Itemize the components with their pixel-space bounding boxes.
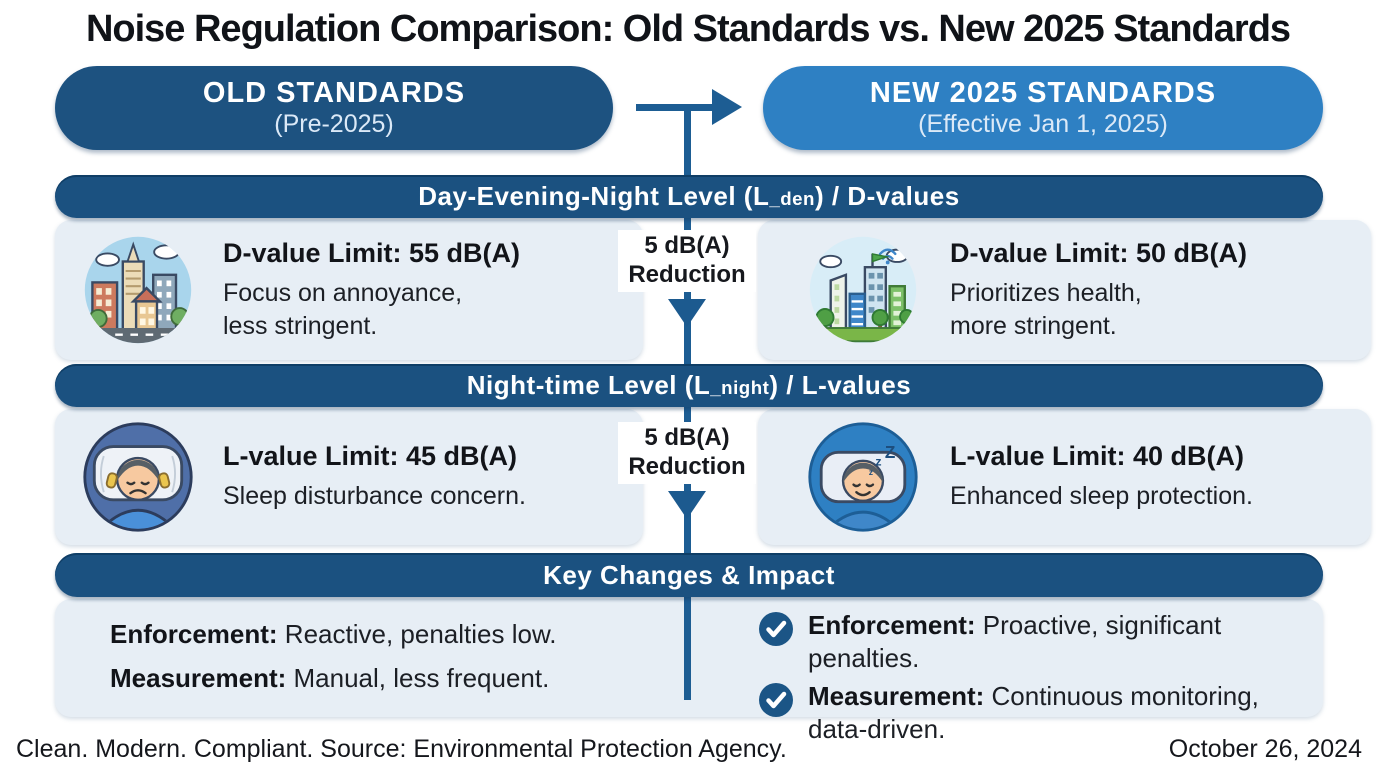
sleeping-person-zzz-icon: z z Z [808, 422, 918, 532]
footer-source: Clean. Modern. Compliant. Source: Enviro… [16, 735, 787, 763]
svg-text:z: z [869, 467, 873, 477]
key-changes-old-column: Enforcement: Reactive, penalties low. Me… [110, 619, 557, 694]
night-old-card: L-value Limit: 45 dB(A) Sleep disturbanc… [55, 409, 643, 545]
old-city-icon [84, 236, 192, 344]
svg-text:z: z [875, 455, 881, 469]
new-enforcement-line: Enforcement: Proactive, significant pena… [808, 610, 1222, 673]
night-old-limit: L-value Limit: 45 dB(A) [223, 441, 518, 471]
section-band-changes-title: Key Changes & Impact [543, 559, 835, 590]
new-standards-pill: NEW 2025 STANDARDS (Effective Jan 1, 202… [763, 66, 1323, 150]
section-band-den: Day-Evening-Night Level (L_den) / D-valu… [55, 175, 1323, 218]
svg-text:Z: Z [885, 443, 895, 462]
new-measurement-line: Measurement: Continuous monitoring, data… [808, 681, 1259, 744]
flow-arrow-shaft [636, 104, 716, 111]
night-new-card: z z Z L-value Limit: 40 dB(A) Enhanced s… [758, 409, 1371, 545]
night-new-text: L-value Limit: 40 dB(A) Enhanced sleep p… [950, 441, 1253, 513]
den-new-text: D-value Limit: 50 dB(A) Prioritizes heal… [950, 238, 1247, 343]
new-enforcement-item: Enforcement: Proactive, significant pena… [758, 609, 1308, 674]
footer-date: October 26, 2024 [1168, 735, 1362, 763]
old-standards-title: OLD STANDARDS [202, 76, 466, 109]
den-new-card: D-value Limit: 50 dB(A) Prioritizes heal… [758, 220, 1371, 360]
den-old-text: D-value Limit: 55 dB(A) Focus on annoyan… [223, 238, 520, 343]
check-icon [759, 612, 793, 646]
sleeping-person-earplugs-icon [83, 422, 193, 532]
den-new-desc: Prioritizes health, more stringent. [950, 278, 1142, 340]
den-old-card: D-value Limit: 55 dB(A) Focus on annoyan… [55, 220, 643, 360]
den-reduction-word: Reduction [628, 260, 746, 288]
section-band-changes: Key Changes & Impact [55, 553, 1323, 597]
night-new-limit: L-value Limit: 40 dB(A) [950, 441, 1245, 471]
new-standards-title: NEW 2025 STANDARDS [869, 76, 1217, 109]
den-old-limit: D-value Limit: 55 dB(A) [223, 237, 521, 268]
section-band-night-title: Night-time Level (L_night) / L-values [466, 370, 912, 400]
new-measurement-item: Measurement: Continuous monitoring, data… [758, 680, 1308, 745]
down-arrow-icon [668, 491, 706, 519]
eco-city-icon [809, 236, 917, 344]
flow-arrow-right-icon [712, 89, 742, 125]
night-new-desc: Enhanced sleep protection. [950, 482, 1253, 510]
den-new-limit: D-value Limit: 50 dB(A) [950, 237, 1248, 268]
down-arrow-icon [668, 299, 706, 327]
den-old-desc: Focus on annoyance, less stringent. [223, 278, 463, 340]
night-old-text: L-value Limit: 45 dB(A) Sleep disturbanc… [223, 441, 526, 513]
new-standards-subtitle: (Effective Jan 1, 2025) [918, 109, 1168, 138]
night-reduction-value: 5 dB(A) [644, 424, 730, 451]
night-reduction-note: 5 dB(A) Reduction [618, 422, 756, 484]
old-standards-pill: OLD STANDARDS (Pre-2025) [55, 66, 613, 150]
key-changes-new-column: Enforcement: Proactive, significant pena… [758, 609, 1308, 745]
old-enforcement-line: Enforcement: Reactive, penalties low. [110, 619, 557, 649]
section-band-den-title: Day-Evening-Night Level (L_den) / D-valu… [418, 181, 960, 211]
section-band-night: Night-time Level (L_night) / L-values [55, 364, 1323, 407]
old-standards-subtitle: (Pre-2025) [274, 109, 394, 138]
check-icon [759, 683, 793, 717]
night-reduction-word: Reduction [628, 452, 746, 480]
page-title: Noise Regulation Comparison: Old Standar… [85, 8, 1291, 50]
night-old-desc: Sleep disturbance concern. [223, 482, 526, 510]
old-measurement-line: Measurement: Manual, less frequent. [110, 663, 550, 693]
den-reduction-value: 5 dB(A) [644, 232, 730, 259]
den-reduction-note: 5 dB(A) Reduction [618, 230, 756, 292]
